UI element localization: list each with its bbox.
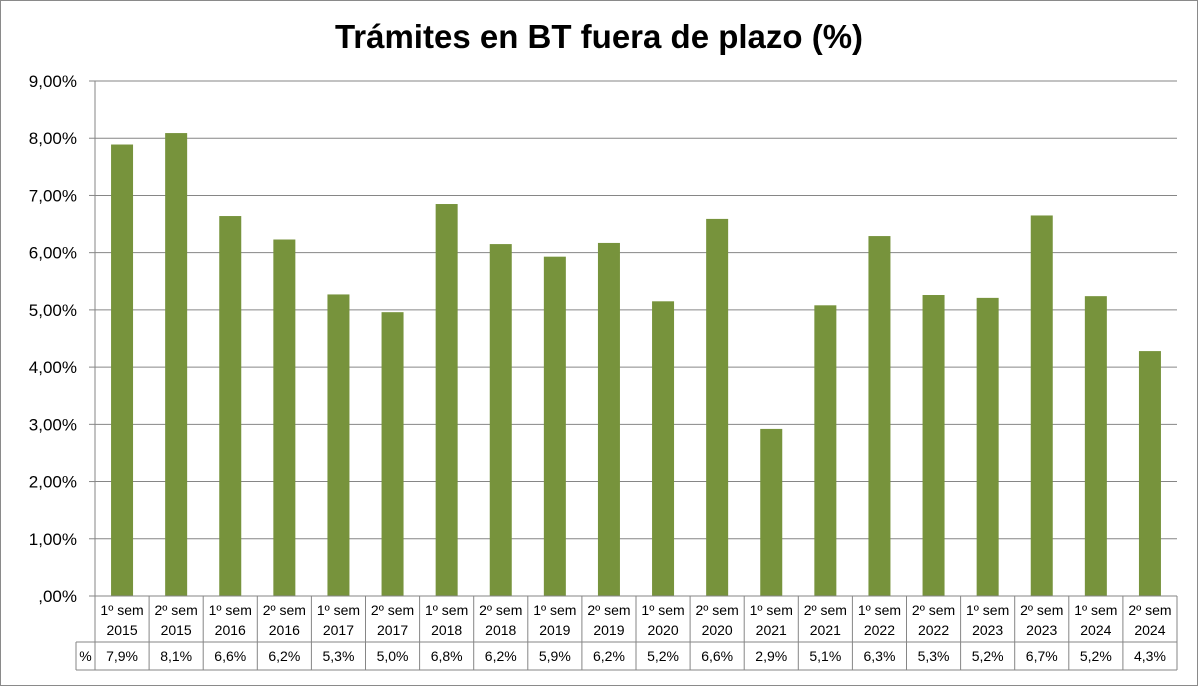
category-label-line1: 2º sem xyxy=(804,602,847,618)
y-tick-label: 9,00% xyxy=(29,72,77,91)
category-label-line2: 2015 xyxy=(106,622,137,638)
category-label-line1: 2º sem xyxy=(263,602,306,618)
category-label-line2: 2018 xyxy=(431,622,462,638)
category-label-line2: 2017 xyxy=(377,622,408,638)
chart-title: Trámites en BT fuera de plazo (%) xyxy=(334,18,864,55)
table-value: 5,2% xyxy=(647,648,679,664)
table-value: 6,2% xyxy=(268,648,300,664)
table-value: 6,2% xyxy=(593,648,625,664)
y-tick-label: 5,00% xyxy=(29,301,77,320)
category-label-line1: 1º sem xyxy=(100,602,143,618)
bar xyxy=(1084,296,1107,596)
category-label-line2: 2021 xyxy=(756,622,787,638)
category-label-line1: 2º sem xyxy=(479,602,522,618)
category-label-line2: 2017 xyxy=(323,622,354,638)
y-tick-label: 4,00% xyxy=(29,358,77,377)
bar xyxy=(1138,351,1161,596)
table-value: 6,7% xyxy=(1026,648,1058,664)
bar xyxy=(165,133,188,597)
category-label-line2: 2020 xyxy=(702,622,733,638)
category-label-line2: 2021 xyxy=(810,622,841,638)
bar xyxy=(597,242,620,596)
table-value: 6,6% xyxy=(701,648,733,664)
category-label-line2: 2016 xyxy=(269,622,300,638)
category-label-line1: 1º sem xyxy=(317,602,360,618)
category-label-line2: 2019 xyxy=(593,622,624,638)
category-label-line2: 2023 xyxy=(972,622,1003,638)
table-value: 5,1% xyxy=(809,648,841,664)
y-tick-label: 1,00% xyxy=(29,530,77,549)
bar xyxy=(976,297,999,596)
table-value: 8,1% xyxy=(160,648,192,664)
category-label-line1: 1º sem xyxy=(425,602,468,618)
category-label-line1: 1º sem xyxy=(1074,602,1117,618)
table-value: 4,3% xyxy=(1134,648,1166,664)
category-label-line1: 2º sem xyxy=(155,602,198,618)
bar xyxy=(814,305,837,596)
bar xyxy=(327,294,350,596)
category-label-line1: 1º sem xyxy=(750,602,793,618)
table-value: 5,9% xyxy=(539,648,571,664)
bar xyxy=(381,312,404,596)
category-label-line1: 1º sem xyxy=(641,602,684,618)
category-label-line2: 2023 xyxy=(1026,622,1057,638)
table-value: 5,3% xyxy=(918,648,950,664)
bar xyxy=(922,295,945,596)
y-tick-label: 2,00% xyxy=(29,473,77,492)
category-label-line2: 2015 xyxy=(161,622,192,638)
bar xyxy=(273,239,296,596)
category-label-line2: 2019 xyxy=(539,622,570,638)
category-label-line1: 2º sem xyxy=(696,602,739,618)
category-label-line1: 2º sem xyxy=(1128,602,1171,618)
bar xyxy=(435,204,458,596)
table-value: 5,0% xyxy=(377,648,409,664)
category-label-line1: 2º sem xyxy=(1020,602,1063,618)
table-value: 5,3% xyxy=(322,648,354,664)
y-tick-label: ,00% xyxy=(38,587,77,606)
y-tick-label: 8,00% xyxy=(29,129,77,148)
bar xyxy=(489,244,512,597)
category-label-line1: 2º sem xyxy=(371,602,414,618)
category-label-line1: 1º sem xyxy=(858,602,901,618)
y-tick-label: 7,00% xyxy=(29,186,77,205)
table-value: 6,8% xyxy=(431,648,463,664)
category-label-line2: 2016 xyxy=(215,622,246,638)
table-value: 7,9% xyxy=(106,648,138,664)
category-label-line2: 2020 xyxy=(647,622,678,638)
table-value: 6,2% xyxy=(485,648,517,664)
category-label-line2: 2024 xyxy=(1080,622,1111,638)
table-row-label: % xyxy=(79,648,91,664)
table-value: 6,3% xyxy=(863,648,895,664)
y-tick-label: 3,00% xyxy=(29,415,77,434)
table-value: 5,2% xyxy=(972,648,1004,664)
bar xyxy=(868,236,891,597)
bar xyxy=(543,256,566,596)
table-value: 5,2% xyxy=(1080,648,1112,664)
bar xyxy=(1030,215,1053,596)
category-label-line1: 1º sem xyxy=(533,602,576,618)
table-value: 6,6% xyxy=(214,648,246,664)
bar xyxy=(760,428,783,596)
category-label-line2: 2022 xyxy=(864,622,895,638)
bar xyxy=(652,301,675,596)
category-label-line2: 2024 xyxy=(1134,622,1165,638)
category-label-line2: 2022 xyxy=(918,622,949,638)
category-label-line1: 2º sem xyxy=(912,602,955,618)
bar xyxy=(111,144,134,596)
y-tick-label: 6,00% xyxy=(29,244,77,263)
category-label-line1: 1º sem xyxy=(966,602,1009,618)
bar xyxy=(706,218,729,596)
table-value: 2,9% xyxy=(755,648,787,664)
category-label-line2: 2018 xyxy=(485,622,516,638)
bar xyxy=(219,216,242,597)
category-label-line1: 1º sem xyxy=(209,602,252,618)
category-label-line1: 2º sem xyxy=(587,602,630,618)
